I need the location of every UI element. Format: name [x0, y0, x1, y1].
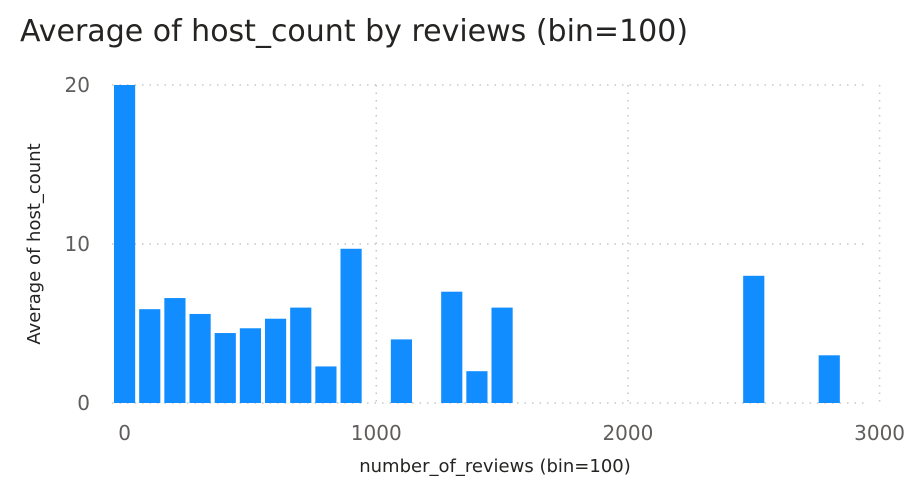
x-tick-label: 3000 [854, 421, 905, 445]
chart-title: Average of host_count by reviews (bin=10… [20, 14, 689, 49]
gridlines [112, 84, 881, 404]
bar [818, 355, 840, 403]
y-axis-title: Average of host_count [24, 143, 45, 344]
bar [466, 371, 488, 403]
bar [315, 366, 337, 403]
y-tick-label: 20 [65, 73, 90, 97]
x-tick-label: 1000 [351, 421, 402, 445]
bar [114, 85, 136, 403]
x-tick-label: 2000 [602, 421, 653, 445]
bar [743, 275, 765, 403]
bar [214, 333, 236, 403]
bar [164, 298, 186, 403]
bar [441, 291, 463, 403]
bar [390, 339, 412, 403]
bars [114, 85, 840, 403]
bar [290, 307, 312, 403]
bar [239, 328, 261, 403]
bar [139, 309, 161, 403]
y-tick-label: 0 [77, 391, 90, 415]
tick-labels: 0 10 20 0 1000 2000 3000 [65, 73, 905, 445]
x-tick-label: 0 [118, 421, 131, 445]
bar [340, 248, 362, 403]
bar [491, 307, 513, 403]
bar [189, 313, 211, 403]
y-tick-label: 10 [65, 232, 90, 256]
x-axis-title: number_of_reviews (bin=100) [359, 456, 631, 477]
bar [265, 318, 287, 403]
